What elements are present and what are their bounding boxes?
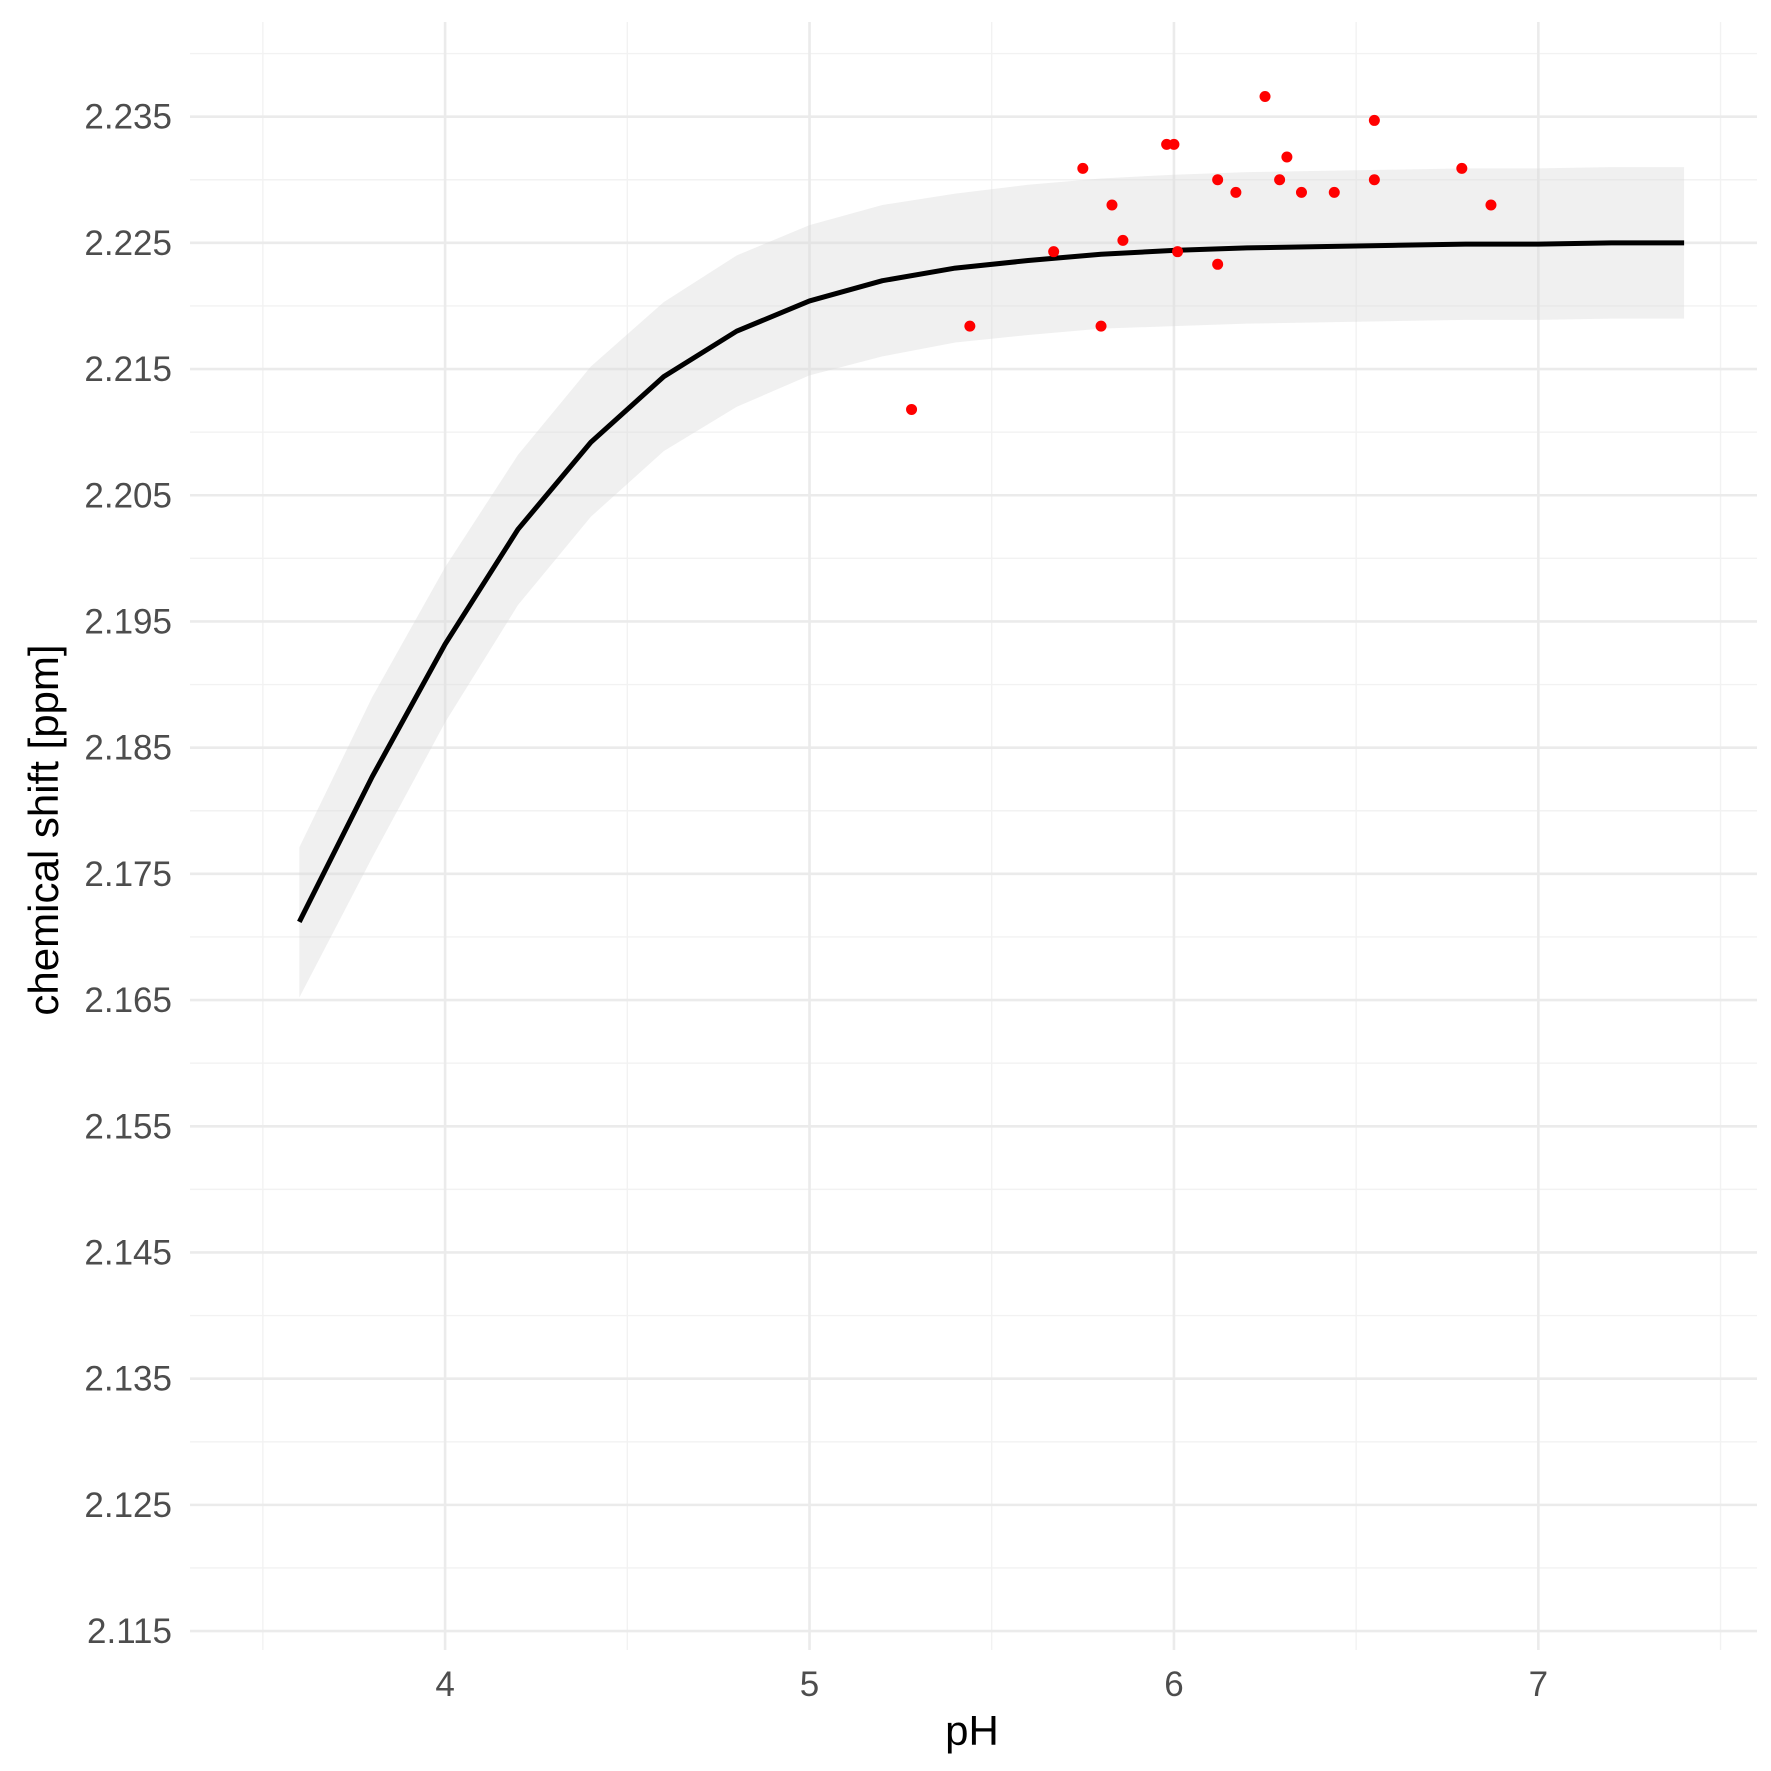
data-point: [1168, 138, 1180, 150]
data-point: [1259, 90, 1271, 102]
data-point: [1295, 186, 1307, 198]
y-axis-tick-labels: 2.115 2.125 2.135 2.145 2.155 2.165 2.175 2.185…: [84, 98, 172, 1651]
y-axis-title: chemical shift [ppm]: [20, 644, 67, 1015]
data-point: [1281, 151, 1293, 163]
y-tick-label: 2.235: [84, 98, 172, 137]
data-point: [1368, 114, 1380, 126]
data-point: [1274, 174, 1286, 186]
data-point: [1106, 199, 1118, 211]
x-tick-label: 6: [1164, 1665, 1183, 1704]
data-point: [1172, 246, 1184, 258]
y-tick-label: 2.195: [84, 602, 172, 641]
data-point: [1485, 199, 1497, 211]
data-point: [1117, 234, 1129, 246]
fit-line-layer: [297, 240, 1685, 923]
data-point: [964, 320, 976, 332]
fit-line: [297, 240, 1685, 923]
data-point: [1456, 162, 1468, 174]
x-tick-label: 7: [1529, 1665, 1548, 1704]
data-point: [1212, 258, 1224, 270]
x-axis-title: pH: [945, 1707, 999, 1754]
data-point: [1048, 246, 1060, 258]
y-tick-label: 2.155: [84, 1107, 172, 1146]
data-point: [1368, 174, 1380, 186]
data-point: [1095, 320, 1107, 332]
y-tick-label: 2.115: [87, 1612, 172, 1651]
y-tick-label: 2.225: [84, 224, 172, 263]
x-tick-label: 5: [800, 1665, 819, 1704]
x-tick-label: 4: [435, 1665, 454, 1704]
y-tick-label: 2.215: [84, 350, 172, 389]
y-tick-label: 2.135: [84, 1360, 172, 1399]
data-point: [1328, 186, 1340, 198]
y-tick-label: 2.125: [84, 1486, 172, 1525]
data-point: [1077, 162, 1089, 174]
x-axis-tick-labels: 4 5 6 7: [435, 1665, 1548, 1704]
data-point: [1212, 174, 1224, 186]
y-tick-label: 2.165: [84, 981, 172, 1020]
y-tick-label: 2.205: [84, 476, 172, 515]
y-tick-label: 2.175: [84, 855, 172, 894]
minor-gridlines: [190, 22, 1757, 1650]
data-point: [1230, 186, 1242, 198]
confidence-band: [299, 167, 1685, 998]
confidence-band-layer: [299, 167, 1685, 998]
data-point: [906, 403, 918, 415]
major-gridlines: [190, 22, 1757, 1650]
data-points-layer: [906, 90, 1497, 415]
y-tick-label: 2.185: [84, 729, 172, 768]
y-tick-label: 2.145: [84, 1233, 172, 1272]
